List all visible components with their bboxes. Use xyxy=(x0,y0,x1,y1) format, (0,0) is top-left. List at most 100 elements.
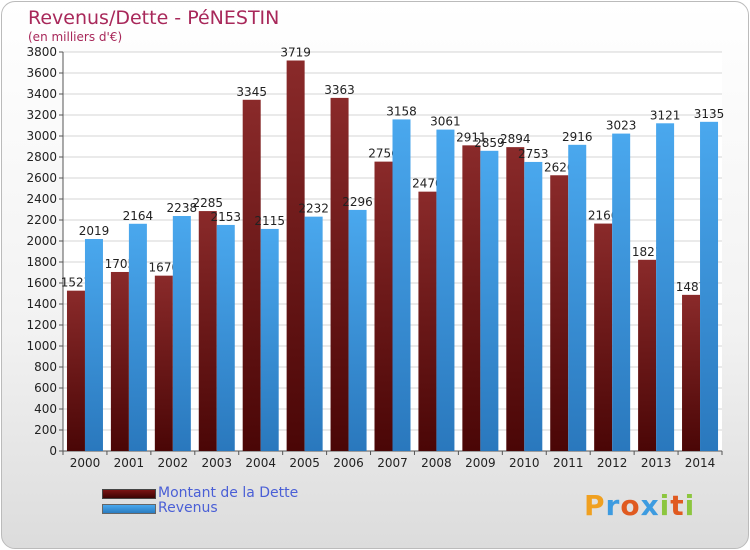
bar-revenus xyxy=(172,216,191,451)
bar-dette xyxy=(550,175,569,451)
bar-dette xyxy=(242,99,261,452)
y-tick-label: 0 xyxy=(49,444,57,458)
y-tick-label: 2600 xyxy=(26,171,57,185)
y-tick-label: 800 xyxy=(34,360,57,374)
value-label-dette: 1705 xyxy=(105,257,136,271)
bar-revenus xyxy=(392,119,411,451)
y-tick-label: 1000 xyxy=(26,339,57,353)
bar-dette xyxy=(418,191,437,451)
bar-revenus xyxy=(216,224,235,451)
bar-revenus xyxy=(524,161,543,451)
value-label-dette: 1527 xyxy=(61,276,92,290)
value-label-dette: 2285 xyxy=(192,196,223,210)
value-label-dette: 2911 xyxy=(456,130,487,144)
value-label-dette: 2166 xyxy=(588,209,619,223)
logo-letter: t xyxy=(670,489,685,522)
y-tick-label: 1800 xyxy=(26,255,57,269)
bar-dette xyxy=(506,147,525,451)
value-label-revenus: 3061 xyxy=(430,115,461,129)
chart-title: Revenus/Dette - PéNESTIN xyxy=(28,7,280,29)
x-tick-label: 2013 xyxy=(641,456,672,470)
logo-letter: x xyxy=(640,489,660,522)
bar-dette xyxy=(374,161,393,451)
y-tick-label: 3600 xyxy=(26,66,57,80)
bar-revenus xyxy=(480,150,499,451)
value-label-dette: 1487 xyxy=(676,280,707,294)
value-label-revenus: 3121 xyxy=(650,108,681,122)
chart-subtitle: (en milliers d'€) xyxy=(28,30,123,44)
bar-revenus xyxy=(304,216,323,451)
bar-revenus xyxy=(612,133,631,451)
value-label-revenus: 2019 xyxy=(79,224,110,238)
y-tick-label: 2000 xyxy=(26,234,57,248)
value-label-revenus: 2232 xyxy=(298,202,329,216)
value-label-revenus: 2753 xyxy=(518,147,549,161)
bar-dette xyxy=(462,145,481,451)
x-tick-label: 2003 xyxy=(201,456,232,470)
y-tick-label: 400 xyxy=(34,402,57,416)
bar-dette xyxy=(110,271,129,451)
value-label-revenus: 2164 xyxy=(123,209,154,223)
x-tick-label: 2005 xyxy=(289,456,320,470)
legend-label-revenus: Revenus xyxy=(158,500,218,516)
value-label-revenus: 3135 xyxy=(694,107,725,121)
value-label-revenus: 2859 xyxy=(474,136,505,150)
y-tick-label: 2400 xyxy=(26,192,57,206)
x-tick-label: 2007 xyxy=(377,456,408,470)
bar-revenus xyxy=(436,129,455,451)
value-label-dette: 3719 xyxy=(280,46,311,60)
y-tick-label: 600 xyxy=(34,381,57,395)
bar-revenus xyxy=(84,239,103,451)
y-tick-label: 1400 xyxy=(26,297,57,311)
value-label-dette: 2894 xyxy=(500,132,531,146)
value-label-dette: 1670 xyxy=(149,261,180,275)
y-tick-label: 3000 xyxy=(26,129,57,143)
value-label-revenus: 2916 xyxy=(562,130,593,144)
logo-letter: r xyxy=(605,489,621,522)
value-label-dette: 1821 xyxy=(632,245,663,259)
bar-revenus xyxy=(260,228,279,451)
x-tick-label: 2001 xyxy=(114,456,145,470)
logo-letter: P xyxy=(584,489,606,522)
bar-dette xyxy=(330,97,349,451)
legend-label-dette: Montant de la Dette xyxy=(158,485,299,501)
value-label-revenus: 2115 xyxy=(254,214,285,228)
y-tick-label: 3800 xyxy=(26,45,57,59)
x-tick-label: 2008 xyxy=(421,456,452,470)
value-label-dette: 2756 xyxy=(368,147,399,161)
logo-letter: i xyxy=(684,489,696,522)
value-label-revenus: 3158 xyxy=(386,104,417,118)
y-tick-label: 3400 xyxy=(26,87,57,101)
x-tick-label: 2011 xyxy=(553,456,584,470)
bar-revenus xyxy=(128,223,147,451)
value-label-dette: 3345 xyxy=(236,85,267,99)
x-tick-label: 2006 xyxy=(333,456,364,470)
logo-letter: o xyxy=(620,489,641,522)
bar-dette xyxy=(682,294,701,451)
bar-dette xyxy=(638,259,657,451)
proxiti-logo: Proxiti xyxy=(584,489,695,522)
bar-revenus xyxy=(700,121,719,451)
value-label-revenus: 2238 xyxy=(167,201,198,215)
value-label-dette: 2470 xyxy=(412,177,443,191)
x-tick-label: 2010 xyxy=(509,456,540,470)
y-tick-label: 1200 xyxy=(26,318,57,332)
bar-dette xyxy=(286,60,305,451)
value-label-dette: 2626 xyxy=(544,160,575,174)
x-tick-label: 2002 xyxy=(158,456,189,470)
x-tick-label: 2012 xyxy=(597,456,628,470)
bar-revenus xyxy=(348,209,367,451)
y-tick-label: 200 xyxy=(34,423,57,437)
y-tick-label: 1600 xyxy=(26,276,57,290)
legend-swatch-dette xyxy=(102,489,156,499)
value-label-dette: 3363 xyxy=(324,83,355,97)
x-tick-label: 2009 xyxy=(465,456,496,470)
value-label-revenus: 3023 xyxy=(606,119,637,133)
logo-letter: i xyxy=(659,489,671,522)
y-tick-label: 2200 xyxy=(26,213,57,227)
bar-dette xyxy=(594,223,613,451)
legend-swatch-revenus xyxy=(102,504,156,514)
x-tick-label: 2004 xyxy=(245,456,276,470)
